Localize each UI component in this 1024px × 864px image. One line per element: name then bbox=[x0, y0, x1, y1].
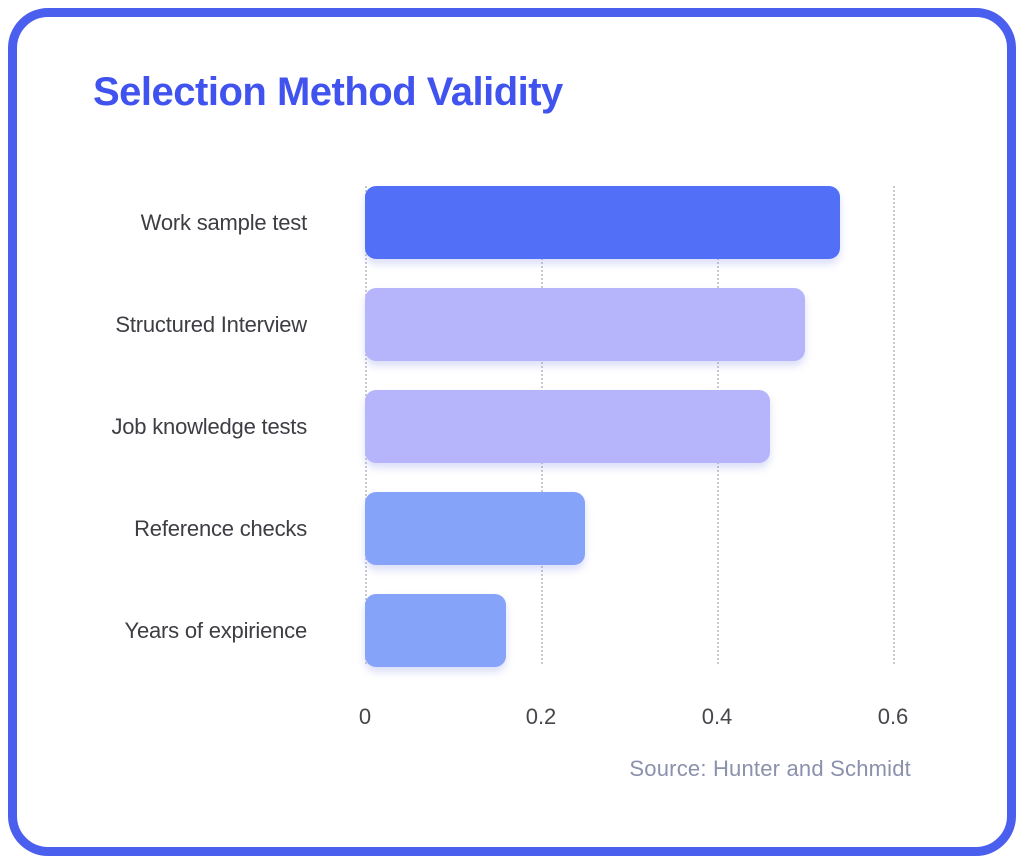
gridline-x-0.6 bbox=[893, 186, 895, 664]
category-label: Job knowledge tests bbox=[111, 413, 307, 439]
x-tick-label: 0.6 bbox=[877, 704, 909, 729]
category-label: Work sample test bbox=[140, 209, 308, 235]
x-tick-label: 0 bbox=[358, 704, 372, 729]
bar bbox=[365, 594, 506, 667]
bar bbox=[365, 186, 841, 259]
source-caption: Source: Hunter and Schmidt bbox=[629, 756, 911, 781]
category-label: Years of expirience bbox=[124, 617, 307, 643]
bar bbox=[365, 390, 770, 463]
chart-title: Selection Method Validity bbox=[93, 70, 563, 114]
x-tick-label: 0.4 bbox=[701, 704, 733, 729]
bar bbox=[365, 492, 585, 565]
x-tick-label: 0.2 bbox=[525, 704, 557, 729]
bar bbox=[365, 288, 805, 361]
category-label: Reference checks bbox=[134, 515, 307, 541]
category-label: Structured Interview bbox=[115, 311, 307, 337]
